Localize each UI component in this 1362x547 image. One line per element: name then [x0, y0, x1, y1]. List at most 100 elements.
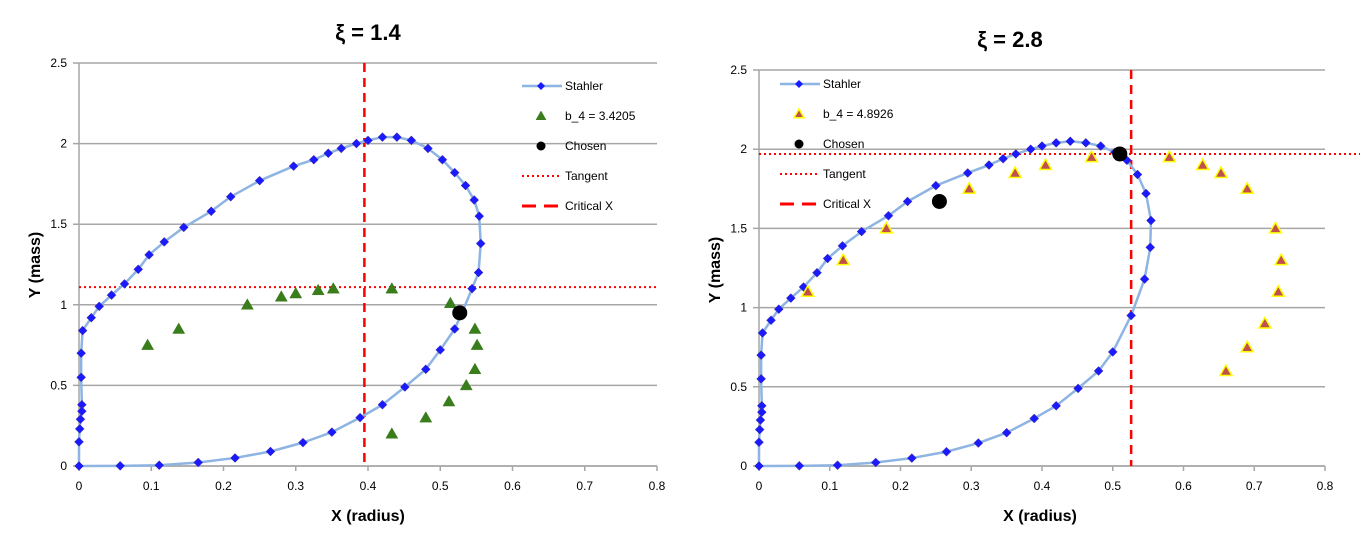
b4-point: [172, 322, 186, 334]
stahler-point: [766, 315, 776, 326]
b4-point: [1273, 252, 1289, 266]
stahler-point: [178, 222, 189, 233]
x-tick-label: 0: [756, 479, 763, 493]
y-tick-label: 0.5: [50, 378, 67, 392]
stahler-point: [76, 348, 87, 359]
stahler-point: [998, 153, 1008, 164]
stahler-point: [230, 453, 240, 463]
b4-point: [1268, 220, 1283, 234]
legend-label: Stahler: [823, 77, 861, 91]
stahler-point: [941, 446, 952, 457]
stahler-point: [1037, 141, 1047, 151]
stahler-point: [336, 143, 347, 154]
stahler-point: [144, 249, 154, 260]
b4-point: [385, 427, 399, 439]
b4-point: [459, 378, 473, 391]
stahler-point: [794, 460, 805, 471]
stahler-point: [754, 461, 764, 471]
legend-item: Stahler: [522, 79, 603, 93]
legend-label: b_4 = 3.4205: [565, 109, 636, 123]
legend-label: Chosen: [823, 137, 864, 151]
stahler-point: [832, 460, 843, 471]
stahler-point: [1051, 138, 1062, 148]
stahler-point: [1010, 149, 1021, 159]
stahler-point: [474, 211, 485, 221]
stahler-point: [1093, 366, 1104, 376]
stahler-point: [469, 195, 480, 205]
stahler-point: [437, 154, 448, 165]
legend-label: Tangent: [565, 169, 608, 183]
stahler-point: [973, 438, 984, 448]
stahler-point: [351, 138, 362, 149]
b4-point: [961, 181, 977, 195]
y-tick-label: 1.5: [50, 217, 67, 231]
legend-label: Tangent: [823, 167, 866, 181]
stahler-point: [76, 372, 87, 383]
y-tick-label: 0.5: [730, 380, 747, 394]
y-tick-label: 0: [60, 459, 67, 473]
chosen-point: [1112, 146, 1128, 162]
y-tick-label: 1: [740, 301, 747, 315]
b4-point: [1239, 181, 1255, 195]
stahler-point: [308, 154, 319, 165]
x-tick-label: 0.7: [576, 479, 593, 493]
b4-point: [879, 220, 894, 234]
y-tick-label: 1: [60, 298, 67, 312]
stahler-point: [1141, 188, 1151, 199]
stahler-point: [931, 180, 941, 191]
legend-label: b_4 = 4.8926: [823, 107, 894, 121]
b4-point: [1218, 363, 1234, 377]
stahler-point: [812, 267, 822, 278]
stahler-point: [902, 196, 913, 207]
b4-point: [1084, 149, 1099, 163]
stahler-point: [154, 460, 165, 471]
stahler-point: [74, 424, 85, 434]
stahler-point: [323, 148, 334, 159]
b4-point: [1007, 165, 1023, 179]
stahler-point: [1095, 141, 1106, 151]
stahler-point: [755, 415, 766, 425]
stahler-point: [206, 206, 217, 217]
stahler-point: [1145, 242, 1156, 253]
legend-item: Stahler: [780, 77, 861, 91]
b4-point: [1257, 315, 1273, 329]
stahler-point: [460, 180, 471, 191]
stahler-point: [449, 324, 460, 334]
stahler-point: [1029, 413, 1040, 424]
stahler-point: [984, 160, 994, 170]
y-tick-label: 2.5: [50, 56, 67, 70]
circle-icon: [536, 141, 546, 151]
stahler-curve: [77, 135, 482, 468]
x-tick-label: 0.4: [360, 479, 377, 493]
x-axis-label: X (radius): [1003, 508, 1077, 525]
legend-item: Tangent: [780, 167, 866, 181]
circle-icon: [794, 139, 804, 149]
stahler-point: [355, 412, 365, 423]
b4-point: [1239, 339, 1255, 353]
legend-item: b_4 = 4.8926: [792, 107, 894, 121]
stahler-point: [327, 427, 337, 438]
x-tick-label: 0.4: [1034, 479, 1051, 493]
chart-title: ξ = 2.8: [977, 27, 1042, 52]
b4-point: [141, 338, 155, 350]
y-tick-label: 2: [60, 137, 67, 151]
b4-point: [1038, 157, 1053, 171]
stahler-point: [423, 143, 433, 154]
b4-point: [240, 298, 254, 310]
stahler-point: [870, 457, 881, 468]
b4-point: [1271, 284, 1286, 298]
y-axis-label: Y (mass): [707, 237, 724, 303]
stahler-point: [254, 175, 265, 186]
b4-point: [289, 287, 303, 299]
legend-label: Stahler: [565, 79, 603, 93]
triangle-icon: [792, 107, 806, 119]
b4-point: [1162, 149, 1177, 163]
stahler-point: [133, 264, 144, 275]
stahler-point: [193, 457, 204, 468]
legend-item: Chosen: [536, 139, 606, 153]
diamond-icon: [537, 82, 545, 90]
x-tick-label: 0.6: [1175, 479, 1192, 493]
stahler-point: [377, 132, 388, 143]
legend-item: Critical X: [522, 199, 613, 213]
